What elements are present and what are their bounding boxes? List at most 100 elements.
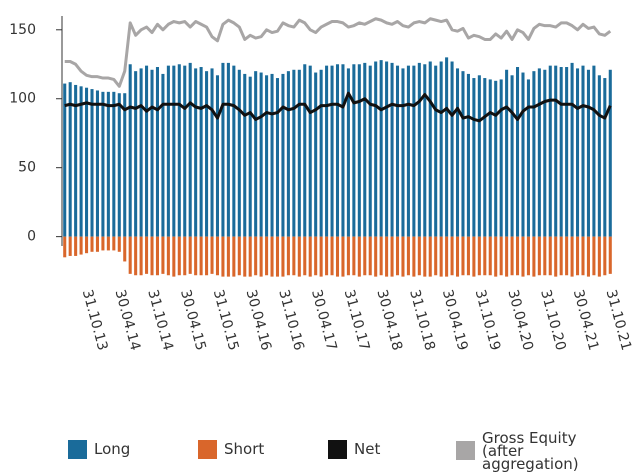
bar <box>477 236 481 276</box>
bar <box>199 236 203 276</box>
bar <box>117 236 121 252</box>
bar <box>123 93 127 237</box>
bar <box>314 72 318 237</box>
bar <box>155 67 159 237</box>
bar <box>166 65 170 237</box>
bar <box>401 236 405 277</box>
bar <box>390 236 394 277</box>
bar <box>439 236 443 277</box>
bar <box>423 64 427 237</box>
bar <box>554 236 558 277</box>
bar <box>101 91 105 237</box>
bar <box>183 65 187 237</box>
legend-item: Net <box>328 440 380 459</box>
bar <box>472 78 476 237</box>
bar <box>488 236 492 276</box>
bar <box>352 64 356 237</box>
legend-item: Gross Equity (after aggregation) <box>456 431 606 472</box>
bar <box>505 69 509 237</box>
bar <box>90 89 94 237</box>
bar <box>466 236 470 276</box>
bar <box>434 65 438 237</box>
bar <box>177 236 181 276</box>
x-tick-label: 31.10.19 <box>472 288 504 352</box>
bar <box>363 62 367 237</box>
bar <box>226 236 230 277</box>
bar <box>581 65 585 237</box>
x-tick-label: 31.10.17 <box>341 288 373 352</box>
bar <box>265 236 269 276</box>
bar <box>243 73 247 237</box>
bar <box>325 65 329 237</box>
bar <box>145 65 149 237</box>
legend: Long Short Net Gross Equity (after aggregat… <box>0 431 643 472</box>
bar <box>303 236 307 276</box>
bar <box>390 62 394 237</box>
bar <box>101 236 105 251</box>
bar <box>210 236 214 274</box>
bar <box>161 236 165 274</box>
bar <box>74 84 78 237</box>
y-tick-label: 150 <box>9 22 36 38</box>
bar <box>516 67 520 237</box>
x-tick-label: 30.04.14 <box>112 288 144 352</box>
bar <box>275 236 280 277</box>
x-tick-label: 30.04.19 <box>439 288 471 352</box>
bar <box>385 61 389 237</box>
bar <box>597 75 601 237</box>
bar <box>259 236 263 277</box>
bar <box>417 236 421 276</box>
legend-swatch <box>198 440 217 459</box>
bar <box>128 236 132 274</box>
bar <box>210 68 214 237</box>
bar <box>548 236 552 276</box>
bar <box>510 75 514 237</box>
x-tick-label: 31.10.21 <box>603 288 635 352</box>
bar <box>335 236 340 277</box>
bar <box>117 93 121 237</box>
bar <box>603 78 607 237</box>
legend-swatch <box>68 440 87 459</box>
bar <box>85 236 89 254</box>
bar <box>401 68 405 237</box>
bar <box>259 72 263 237</box>
bar <box>483 78 487 237</box>
bar <box>232 236 236 277</box>
bar <box>254 71 258 237</box>
bar <box>603 236 607 276</box>
bar <box>592 236 596 276</box>
bar <box>346 236 350 276</box>
legend-swatch <box>328 440 347 459</box>
bar <box>341 236 345 277</box>
bar <box>428 61 432 237</box>
bar <box>319 236 323 277</box>
bar <box>243 236 247 277</box>
bar <box>406 236 410 276</box>
bar <box>183 236 187 276</box>
bar <box>292 236 296 276</box>
bar <box>417 62 421 237</box>
bar <box>254 236 258 276</box>
bar <box>510 236 514 276</box>
bar <box>368 236 372 276</box>
bar <box>374 61 378 237</box>
x-tick-label: 30.04.15 <box>177 288 209 352</box>
bar <box>406 65 410 237</box>
bar <box>281 73 285 237</box>
bar <box>248 236 252 277</box>
bar <box>270 236 274 277</box>
x-tick-label: 30.04.21 <box>570 288 602 352</box>
bar <box>134 71 138 237</box>
bar <box>275 78 280 237</box>
bar <box>576 68 580 237</box>
bar <box>439 61 443 237</box>
bar <box>526 236 530 276</box>
bar <box>461 236 465 276</box>
bar <box>237 236 241 276</box>
bar <box>95 236 99 252</box>
legend-label: Short <box>224 440 265 458</box>
bar <box>123 236 127 262</box>
bar <box>472 236 476 277</box>
bar <box>559 236 563 276</box>
